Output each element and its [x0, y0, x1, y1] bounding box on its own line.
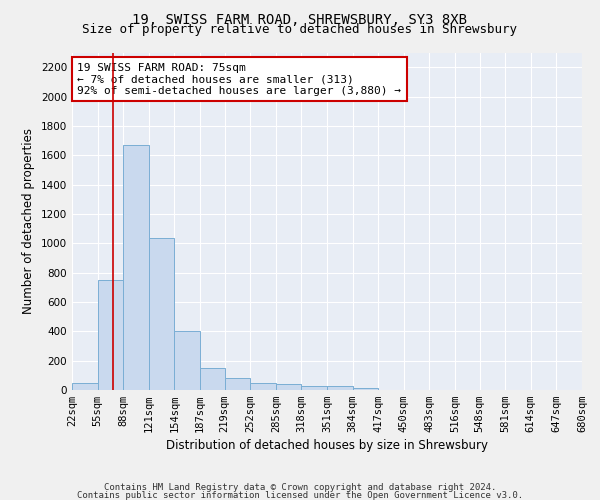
- Bar: [353, 388, 378, 390]
- Bar: [327, 386, 353, 390]
- Text: Contains HM Land Registry data © Crown copyright and database right 2024.: Contains HM Land Registry data © Crown c…: [104, 484, 496, 492]
- Text: 19 SWISS FARM ROAD: 75sqm
← 7% of detached houses are smaller (313)
92% of semi-: 19 SWISS FARM ROAD: 75sqm ← 7% of detach…: [77, 62, 401, 96]
- Bar: [98, 280, 123, 390]
- Bar: [200, 368, 226, 390]
- Bar: [175, 330, 200, 390]
- Bar: [72, 382, 98, 390]
- Text: Size of property relative to detached houses in Shrewsbury: Size of property relative to detached ho…: [83, 22, 517, 36]
- Bar: [301, 386, 327, 390]
- Bar: [224, 378, 250, 390]
- Bar: [276, 384, 301, 390]
- Text: Contains public sector information licensed under the Open Government Licence v3: Contains public sector information licen…: [77, 490, 523, 500]
- Bar: [149, 238, 175, 390]
- Y-axis label: Number of detached properties: Number of detached properties: [22, 128, 35, 314]
- X-axis label: Distribution of detached houses by size in Shrewsbury: Distribution of detached houses by size …: [166, 440, 488, 452]
- Text: 19, SWISS FARM ROAD, SHREWSBURY, SY3 8XB: 19, SWISS FARM ROAD, SHREWSBURY, SY3 8XB: [133, 12, 467, 26]
- Bar: [250, 382, 276, 390]
- Bar: [123, 145, 149, 390]
